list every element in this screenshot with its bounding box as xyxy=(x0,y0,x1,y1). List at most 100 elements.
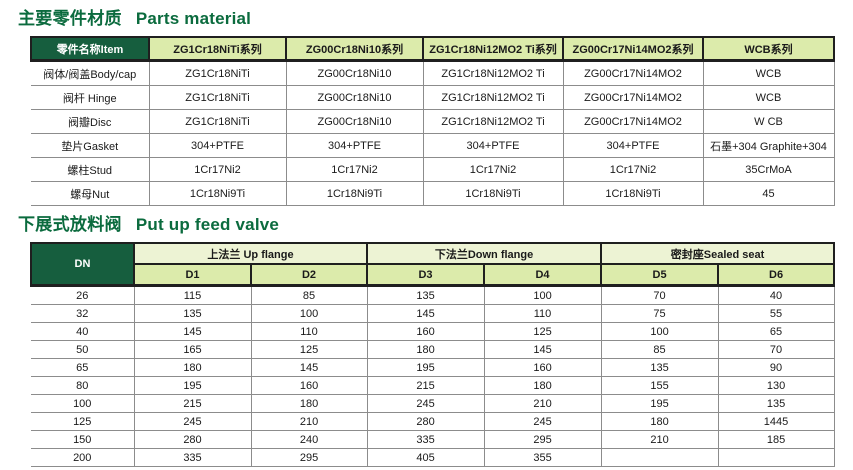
dim-cell: 185 xyxy=(717,430,835,449)
material-cell: ZG1Cr18NiTi xyxy=(148,109,286,134)
dim-cell: 85 xyxy=(250,285,368,305)
part-name-cell: 阀体/阀盖Body/cap xyxy=(31,60,149,86)
dim-cell: 65 xyxy=(717,322,835,341)
dim-cell: 195 xyxy=(366,358,485,377)
dn-cell: 125 xyxy=(31,412,134,431)
dim-cell: 135 xyxy=(600,358,719,377)
material-cell: ZG00Cr17Ni14MO2 xyxy=(562,60,703,86)
parts-item-header: 零件名称Item xyxy=(30,36,150,62)
dim-cell xyxy=(600,448,719,467)
material-cell: WCB xyxy=(702,60,835,86)
dim-cell: 160 xyxy=(366,322,485,341)
dim-col-header: D1 xyxy=(133,263,252,287)
dim-cell: 180 xyxy=(600,412,719,431)
material-cell: ZG1Cr18NiTi xyxy=(148,60,286,86)
section1-title-zh: 主要零件材质 xyxy=(18,9,122,28)
dim-cell: 145 xyxy=(133,322,251,341)
parts-material-table: 零件名称Item ZG1Cr18NiTi系列 ZG00Cr18Ni10系列 ZG1Cr… xyxy=(30,36,835,206)
dim-cell: 355 xyxy=(483,448,602,467)
dim-cell: 75 xyxy=(600,304,719,323)
dn-header-cell: DN xyxy=(30,242,135,287)
dim-cell: 335 xyxy=(133,448,251,467)
dim-cell: 180 xyxy=(250,394,368,413)
dim-cell: 55 xyxy=(717,304,835,323)
dim-cell: 125 xyxy=(483,322,602,341)
section1-title: 主要零件材质 Parts material xyxy=(0,0,853,36)
material-cell: ZG00Cr17Ni14MO2 xyxy=(562,109,703,134)
dim-cell: 280 xyxy=(133,430,251,449)
material-cell: 1Cr17Ni2 xyxy=(285,157,423,182)
dim-row: 100 215 180 245 210 195 135 xyxy=(31,394,835,413)
material-cell: ZG1Cr18NiTi xyxy=(148,85,286,110)
section2-title-zh: 下展式放料阀 xyxy=(18,215,122,234)
feed-valve-header: DN 上法兰 Up flange 下法兰Down flange 密封座Sealed … xyxy=(30,242,836,287)
material-cell: 石墨+304 Graphite+304 xyxy=(702,133,835,158)
dim-group-header: 密封座Sealed seat xyxy=(600,242,836,265)
dim-group-header: 上法兰 Up flange xyxy=(132,242,369,265)
dim-cell: 280 xyxy=(366,412,485,431)
section1-title-en: Parts material xyxy=(135,9,252,28)
section2-title: 下展式放料阀 Put up feed valve xyxy=(0,206,853,242)
dim-cell: 180 xyxy=(483,376,602,395)
material-cell: ZG00Cr18Ni10 xyxy=(285,85,423,110)
material-cell: 1Cr17Ni2 xyxy=(562,157,703,182)
dim-row: 200 335 295 405 355 xyxy=(31,448,835,467)
part-name-cell: 垫片Gasket xyxy=(31,133,149,158)
dim-cell: 405 xyxy=(366,448,485,467)
dim-cell: 215 xyxy=(366,376,485,395)
parts-series-header: ZG1Cr18NiTi系列 xyxy=(148,36,287,62)
dim-cell: 240 xyxy=(250,430,368,449)
dim-col-header: D2 xyxy=(249,263,369,287)
dim-cell xyxy=(717,448,835,467)
dim-cell: 180 xyxy=(366,340,485,359)
dn-cell: 80 xyxy=(31,376,134,395)
material-cell: 35CrMoA xyxy=(702,157,835,182)
parts-row: 阀瓣Disc ZG1Cr18NiTi ZG00Cr18Ni10 ZG1Cr18Ni12… xyxy=(31,109,835,134)
dn-cell: 40 xyxy=(31,322,134,341)
dim-col-header: D4 xyxy=(483,263,603,287)
part-name-cell: 螺柱Stud xyxy=(31,157,149,182)
dim-cell: 160 xyxy=(483,358,602,377)
parts-material-header-row: 零件名称Item ZG1Cr18NiTi系列 ZG00Cr18Ni10系列 ZG1Cr… xyxy=(30,36,835,62)
parts-row: 垫片Gasket 304+PTFE 304+PTFE 304+PTFE 304+PTFE… xyxy=(31,133,835,158)
dim-cell: 145 xyxy=(483,340,602,359)
material-cell: ZG00Cr17Ni14MO2 xyxy=(562,85,703,110)
dim-cell: 115 xyxy=(133,285,251,305)
material-cell: 1Cr18Ni9Ti xyxy=(148,181,286,206)
parts-row: 螺柱Stud 1Cr17Ni2 1Cr17Ni2 1Cr17Ni2 1Cr17Ni2 35… xyxy=(31,157,835,182)
material-cell: 1Cr18Ni9Ti xyxy=(422,181,563,206)
dim-cell: 100 xyxy=(250,304,368,323)
dim-cell: 210 xyxy=(600,430,719,449)
dim-cell: 125 xyxy=(250,340,368,359)
dim-cell: 245 xyxy=(483,412,602,431)
feed-valve-dim-row: D1 D2 D3 D4 D5 D6 xyxy=(31,263,836,287)
dn-cell: 200 xyxy=(31,448,134,467)
material-cell: 304+PTFE xyxy=(148,133,286,158)
parts-series-header: ZG00Cr18Ni10系列 xyxy=(285,36,424,62)
dim-cell: 195 xyxy=(133,376,251,395)
dn-cell: 150 xyxy=(31,430,134,449)
dim-cell: 195 xyxy=(600,394,719,413)
dim-cell: 145 xyxy=(250,358,368,377)
dim-cell: 135 xyxy=(717,394,835,413)
dim-cell: 145 xyxy=(366,304,485,323)
dim-cell: 100 xyxy=(483,285,602,305)
dn-cell: 26 xyxy=(31,285,134,305)
dim-row: 125 245 210 280 245 180 1445 xyxy=(31,412,835,431)
dim-cell: 110 xyxy=(250,322,368,341)
dim-cell: 135 xyxy=(133,304,251,323)
material-cell: 304+PTFE xyxy=(285,133,423,158)
dim-row: 32 135 100 145 110 75 55 xyxy=(31,304,835,323)
dim-cell: 245 xyxy=(133,412,251,431)
dim-row: 50 165 125 180 145 85 70 xyxy=(31,340,835,359)
dim-cell: 100 xyxy=(600,322,719,341)
dn-cell: 65 xyxy=(31,358,134,377)
dim-cell: 210 xyxy=(483,394,602,413)
parts-series-header: ZG1Cr18Ni12MO2 Ti系列 xyxy=(422,36,564,62)
dn-cell: 50 xyxy=(31,340,134,359)
dim-row: 80 195 160 215 180 155 130 xyxy=(31,376,835,395)
parts-row: 阀体/阀盖Body/cap ZG1Cr18NiTi ZG00Cr18Ni10 ZG1C… xyxy=(31,60,835,86)
dim-cell: 210 xyxy=(250,412,368,431)
dim-cell: 70 xyxy=(717,340,835,359)
